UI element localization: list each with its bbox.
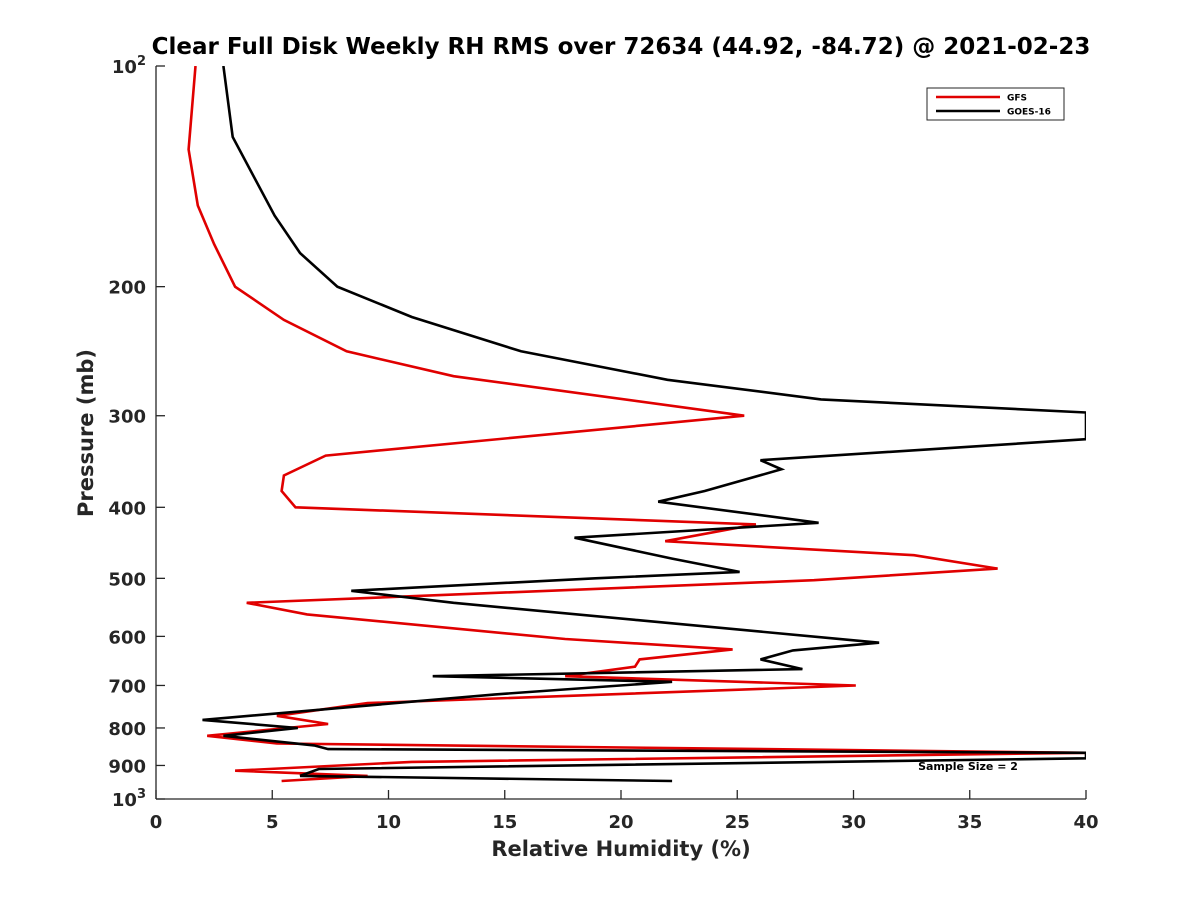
legend-box	[926, 87, 1065, 121]
y-tick-label: 600	[108, 627, 146, 648]
x-tick-label: 25	[725, 812, 750, 833]
chart-title: Clear Full Disk Weekly RH RMS over 72634…	[152, 34, 1091, 60]
x-tick-label: 15	[492, 812, 517, 833]
series-line-gfs	[187, 66, 1086, 783]
y-axis-label: Pressure (mb)	[74, 349, 98, 517]
y-tick-label: 103	[112, 787, 146, 811]
series-line-goes-16	[202, 66, 1086, 783]
plot-area: 0 5 10 15 20 25 30 35 40 102 200 300 400 500 600 700 800…	[108, 54, 1098, 833]
x-tick-label: 40	[1073, 812, 1098, 833]
x-tick-label: 10	[376, 812, 401, 833]
y-tick-label: 500	[108, 569, 146, 590]
x-axis-label: Relative Humidity (%)	[491, 837, 750, 861]
x-tick-label: 20	[608, 812, 633, 833]
x-tick-label: 30	[841, 812, 866, 833]
y-tick-label: 400	[108, 498, 146, 519]
y-tick-label: 300	[108, 407, 146, 428]
legend-label-1: GOES-16	[1007, 108, 1051, 118]
legend: GFS GOES-16	[926, 87, 1065, 121]
y-tick-label: 102	[112, 54, 146, 78]
y-tick-label: 800	[108, 719, 146, 740]
x-tick-label: 5	[266, 812, 279, 833]
y-tick-label: 700	[108, 676, 146, 697]
x-tick-label: 35	[957, 812, 982, 833]
legend-label-0: GFS	[1007, 94, 1027, 104]
y-tick-label: 900	[108, 756, 146, 777]
x-tick-label: 0	[150, 812, 163, 833]
y-tick-label: 200	[108, 278, 146, 299]
sample-size-annotation: Sample Size = 2	[918, 760, 1018, 773]
